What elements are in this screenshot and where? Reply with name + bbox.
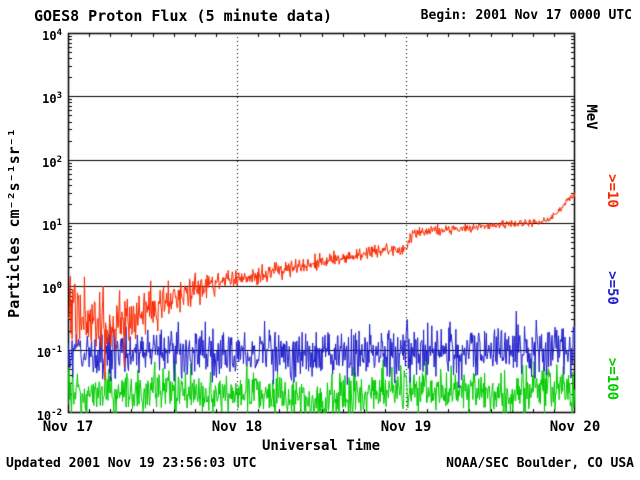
chart-title: GOES8 Proton Flux (5 minute data) bbox=[34, 7, 333, 25]
series-label-50: >=50 bbox=[604, 271, 620, 305]
y-tick-label: 103 bbox=[42, 91, 62, 107]
x-tick-label: Nov 18 bbox=[211, 419, 263, 435]
right-axis-unit-label: MeV bbox=[583, 104, 599, 130]
updated-timestamp: Updated 2001 Nov 19 23:56:03 UTC bbox=[6, 456, 257, 471]
x-tick-label: Nov 20 bbox=[549, 419, 601, 435]
y-tick-label: 10-1 bbox=[36, 344, 62, 360]
y-tick-label: 104 bbox=[42, 28, 62, 43]
begin-timestamp: Begin: 2001 Nov 17 0000 UTC bbox=[420, 8, 632, 23]
y-tick-label: 101 bbox=[42, 218, 62, 233]
x-tick-label: Nov 19 bbox=[380, 419, 432, 435]
series-label-100: >=100 bbox=[604, 357, 620, 401]
credit-label: NOAA/SEC Boulder, CO USA bbox=[446, 456, 634, 471]
x-axis-label: Universal Time bbox=[261, 438, 381, 454]
series-label-10: >=10 bbox=[604, 174, 620, 208]
y-tick-label: 102 bbox=[42, 154, 62, 170]
y-tick-label: 100 bbox=[42, 281, 62, 297]
x-tick-label: Nov 17 bbox=[42, 419, 94, 435]
y-axis-label: Particles cm⁻²s⁻¹sr⁻¹ bbox=[5, 128, 23, 318]
y-tick-label: 10-2 bbox=[36, 408, 62, 423]
